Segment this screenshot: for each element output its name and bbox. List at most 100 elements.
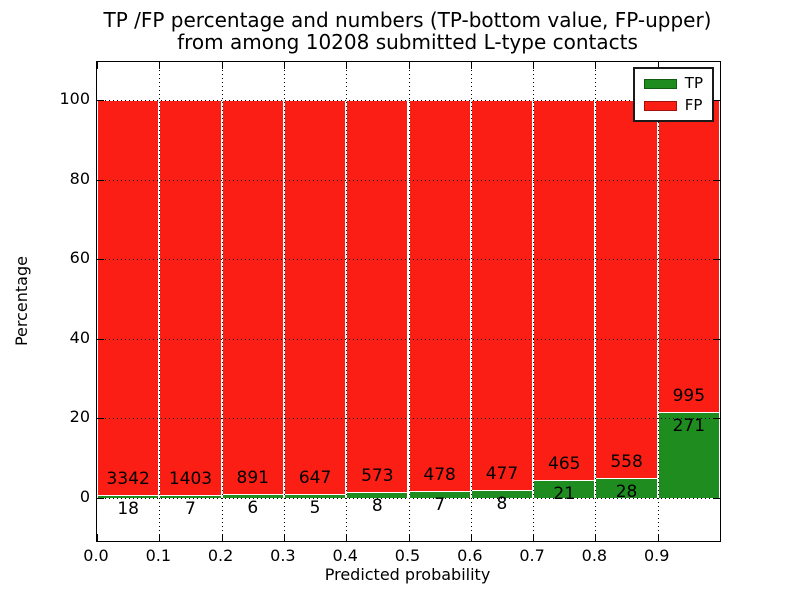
y-tick-mark-right [713, 100, 720, 101]
fp-bar-segment [657, 100, 720, 413]
fp-count-label: 1403 [168, 469, 213, 489]
x-tick-mark-top [657, 62, 659, 69]
y-axis-label: Percentage [12, 256, 31, 347]
fp-bar-segment [221, 100, 284, 496]
x-tick-mark-top [346, 62, 348, 69]
y-tick-mark [97, 498, 104, 499]
fp-bar-segment [470, 100, 534, 492]
fp-bar-segment [533, 100, 596, 481]
fp-bar-segment [595, 100, 658, 479]
x-tick-mark [595, 534, 597, 541]
y-tick-mark-right [713, 259, 720, 261]
fp-count-label: 558 [610, 452, 643, 472]
vertical-gridline [470, 62, 472, 541]
tp-count-label: 5 [309, 497, 321, 518]
x-tick-mark [657, 534, 659, 541]
legend: TP FP [632, 67, 714, 122]
plot-area: TP FP 3342 18 1403 7 891 6 647 5 573 8 478 7 477 8 465… [96, 61, 721, 542]
tp-count-label: 8 [496, 494, 508, 515]
tp-count-label: 7 [434, 495, 446, 516]
tp-count-label: 271 [672, 415, 706, 436]
y-tick-label: 100 [59, 89, 90, 108]
x-tick-mark-top [97, 62, 98, 69]
x-tick-mark-top [221, 62, 223, 69]
vertical-gridline [283, 62, 285, 541]
y-tick-mark-right [713, 418, 720, 420]
x-tick-mark [346, 534, 348, 541]
y-tick-label: 20 [69, 407, 90, 427]
x-tick-label: 0.0 [83, 546, 109, 565]
y-tick-mark-right [713, 179, 720, 181]
fp-bar-segment [159, 100, 222, 496]
x-tick-label: 0.3 [270, 546, 296, 565]
x-tick-mark-top [720, 62, 721, 69]
y-tick-label: 0 [79, 487, 90, 506]
x-tick-mark [470, 534, 472, 541]
chart-title-line2: from among 10208 submitted L-type contac… [177, 30, 638, 54]
tp-count-label: 18 [117, 498, 139, 519]
y-tick-mark-right [713, 338, 720, 340]
x-tick-mark [97, 534, 98, 541]
y-tick-label: 40 [69, 327, 90, 347]
x-tick-mark [533, 534, 535, 541]
fp-count-label: 3342 [106, 468, 150, 489]
x-tick-mark-top [283, 62, 285, 69]
fp-count-label: 465 [548, 453, 581, 474]
vertical-gridline [221, 62, 223, 541]
x-tick-mark-top [159, 62, 161, 69]
fp-count-label: 995 [672, 385, 706, 406]
x-tick-mark [221, 534, 223, 541]
tp-bar-segment [657, 412, 720, 498]
y-tick-mark [97, 418, 104, 420]
x-tick-mark [408, 534, 410, 541]
fp-bar-segment [346, 100, 409, 493]
vertical-gridline [408, 62, 410, 541]
x-tick-mark [159, 534, 161, 541]
vertical-gridline [533, 62, 535, 541]
x-tick-label: 0.4 [332, 546, 358, 565]
x-tick-label: 0.9 [643, 546, 670, 565]
legend-item-fp: FP [643, 96, 703, 114]
fp-count-label: 647 [298, 467, 332, 488]
x-tick-label: 0.8 [581, 546, 608, 565]
tp-bar-segment [97, 495, 160, 498]
y-tick-mark-right [713, 498, 720, 499]
legend-item-tp: TP [643, 76, 703, 91]
fp-count-label: 477 [485, 464, 519, 485]
fp-count-label: 891 [236, 468, 269, 489]
fp-legend-label: FP [684, 96, 703, 114]
x-tick-mark-top [595, 62, 597, 69]
x-tick-mark [283, 534, 285, 541]
x-tick-label: 0.7 [519, 546, 545, 565]
x-tick-label: 0.6 [457, 546, 483, 565]
tp-count-label: 28 [615, 482, 638, 502]
fp-bar-segment [408, 100, 471, 493]
y-tick-mark [97, 259, 104, 261]
x-tick-label: 0.1 [145, 546, 172, 565]
tp-swatch-icon [643, 78, 677, 89]
x-tick-mark-top [533, 62, 535, 69]
tp-count-label: 21 [553, 483, 576, 504]
chart-title-line1: TP /FP percentage and numbers (TP-bottom… [103, 8, 712, 32]
fp-swatch-icon [643, 100, 677, 111]
x-tick-labels: 0.0 0.1 0.2 0.3 0.4 0.5 0.6 0.7 0.8 0.9 [83, 546, 719, 566]
x-tick-mark [720, 534, 721, 541]
vertical-gridline [657, 62, 659, 541]
tp-count-label: 6 [247, 498, 259, 519]
fp-bar-segment [97, 100, 160, 496]
fp-bar-segment [283, 100, 347, 495]
x-tick-mark-top [408, 62, 410, 69]
x-tick-label: 0.5 [394, 546, 421, 565]
x-axis-label: Predicted probability [324, 565, 491, 584]
tp-count-label: 7 [185, 499, 196, 519]
fp-count-label: 478 [423, 465, 456, 486]
y-tick-labels: 0 20 40 60 80 100 [40, 61, 90, 540]
chart-title: TP /FP percentage and numbers (TP-bottom… [96, 9, 719, 53]
fp-count-label: 573 [361, 465, 394, 486]
y-tick-label: 60 [69, 248, 90, 268]
x-tick-label: 0.2 [207, 546, 234, 565]
vertical-gridline [346, 62, 348, 541]
vertical-gridline [595, 62, 597, 541]
y-tick-label: 80 [69, 168, 90, 188]
